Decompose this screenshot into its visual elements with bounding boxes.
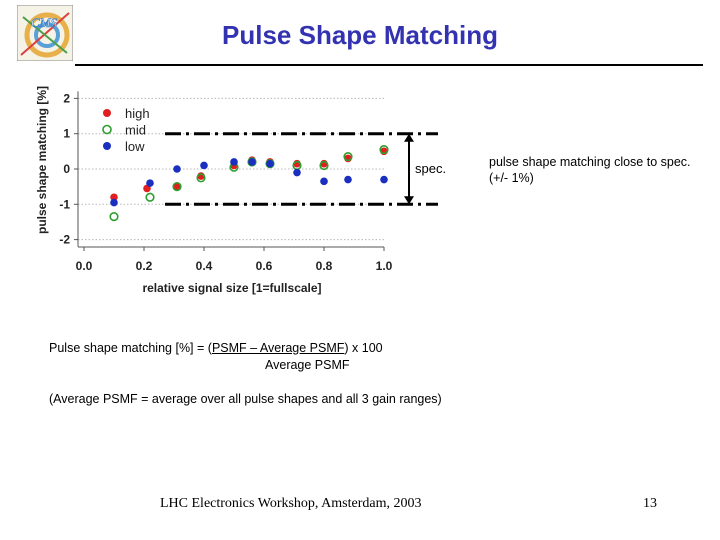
formula-numerator: PSMF – Average PSMF (211, 341, 345, 355)
legend-marker-low (103, 142, 111, 150)
formula-numerator-line: Pulse shape matching [%] = (PSMF – Avera… (49, 340, 383, 357)
formula: Pulse shape matching [%] = (PSMF – Avera… (49, 340, 383, 374)
formula-prefix: Pulse shape matching [%] = ( (49, 341, 212, 355)
y-tick-label: -2 (59, 233, 70, 247)
legend-marker-high (103, 109, 111, 117)
point-low (320, 177, 328, 186)
x-tick-label: 0.2 (136, 259, 153, 273)
y-tick-label: -1 (59, 197, 70, 211)
x-axis-label: relative signal size [1=fullscale] (142, 281, 321, 295)
x-tick-label: 0.8 (316, 259, 333, 273)
formula-suffix: ) x 100 (344, 341, 383, 355)
legend-label-high: high (125, 106, 150, 121)
y-tick-label: 0 (63, 162, 70, 176)
logo-text: CMS (31, 15, 58, 30)
point-mid (247, 157, 257, 167)
title-rule (75, 64, 703, 66)
formula-denominator: Average PSMF (265, 358, 350, 372)
point-low (293, 168, 301, 177)
point-low (344, 175, 352, 184)
point-low (200, 161, 208, 170)
y-tick-label: 2 (63, 91, 70, 105)
point-mid (379, 144, 389, 155)
point-high (110, 193, 118, 202)
x-tick-label: 1.0 (376, 259, 393, 273)
spec-label: spec. (415, 161, 446, 176)
page-number: 13 (643, 496, 657, 511)
x-tick-label: 0.6 (256, 259, 273, 273)
spec-arrow-down-head (404, 196, 414, 205)
cms-logo: CMS (17, 5, 73, 61)
legend-marker-mid (102, 124, 112, 135)
point-low (266, 159, 274, 168)
data-points (109, 144, 389, 222)
point-low (110, 198, 118, 207)
point-mid (145, 192, 155, 202)
point-mid (109, 212, 119, 222)
y-axis-label: pulse shape matching [%] (35, 86, 49, 234)
legend-label-mid: mid (125, 123, 146, 138)
average-note: (Average PSMF = average over all pulse s… (49, 392, 442, 406)
point-low (248, 158, 256, 166)
legend-label-low: low (125, 139, 145, 154)
spec-arrow-up-head (404, 133, 414, 142)
point-mid (196, 173, 206, 183)
y-tick-label: 1 (63, 127, 70, 141)
axes: 2 1 0 -1 -2 0.0 0.2 0.4 0.6 0.8 1.0 (59, 91, 393, 273)
point-high (173, 182, 181, 191)
point-mid (343, 152, 353, 162)
page-title: Pulse Shape Matching (222, 20, 498, 50)
footer: LHC Electronics Workshop, Amsterdam, 200… (160, 496, 422, 511)
point-mid (172, 182, 182, 192)
x-tick-label: 0.4 (196, 259, 213, 273)
point-low (173, 165, 181, 173)
point-low (380, 175, 388, 184)
x-tick-label: 0.0 (76, 259, 93, 273)
point-low (146, 179, 154, 187)
point-low (230, 158, 238, 166)
spec-note: pulse shape matching close to spec. (+/-… (489, 155, 691, 185)
point-mid (319, 160, 329, 171)
spec-band (165, 132, 438, 206)
